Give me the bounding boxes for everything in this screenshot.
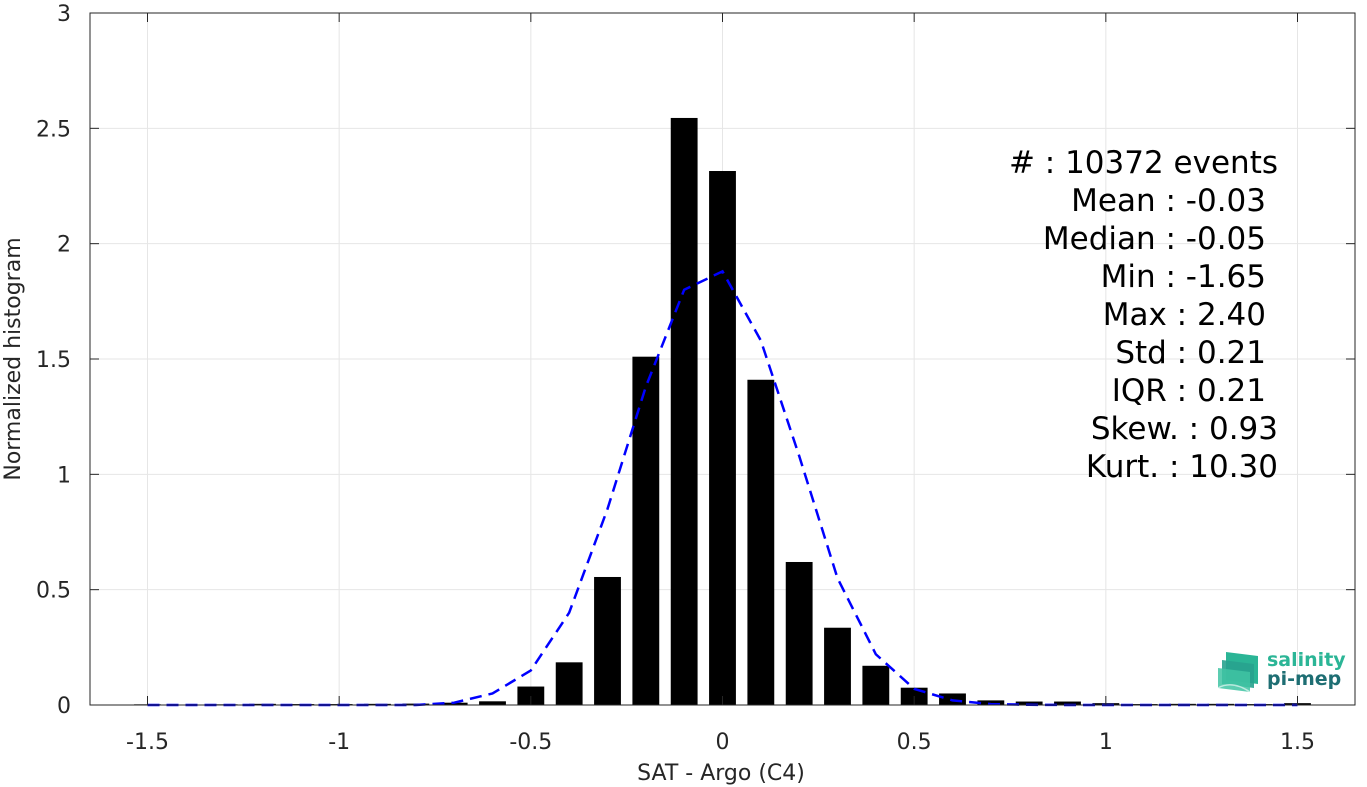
y-axis-title: Normalized histogram bbox=[1, 237, 26, 480]
y-tick-label: 1 bbox=[57, 463, 71, 488]
histogram-bar bbox=[747, 379, 775, 705]
y-tick-label: 0.5 bbox=[36, 579, 71, 604]
histogram-bar bbox=[824, 627, 851, 705]
stat-skew: Skew. : 0.93 bbox=[1091, 411, 1278, 447]
y-tick-label: 2 bbox=[57, 233, 71, 258]
y-tick-label: 0 bbox=[57, 694, 71, 719]
x-tick-label: -1.5 bbox=[126, 730, 169, 755]
x-tick-label: 1.5 bbox=[1280, 730, 1315, 755]
x-tick-label: 0.5 bbox=[897, 730, 932, 755]
histogram-bar bbox=[977, 700, 1005, 705]
axes bbox=[89, 12, 1356, 706]
histogram-bar bbox=[517, 686, 545, 705]
stat-median: Median : -0.05 bbox=[1043, 221, 1266, 257]
stat-min: Min : -1.65 bbox=[1101, 259, 1266, 295]
salinity-pimep-logo: salinity pi-mep bbox=[1217, 649, 1346, 693]
x-tick-label: 0 bbox=[716, 730, 730, 755]
bars bbox=[134, 117, 1311, 706]
stat-std: Std : 0.21 bbox=[1115, 335, 1266, 371]
y-tick-label: 3 bbox=[57, 2, 71, 27]
histogram-bar bbox=[709, 171, 736, 706]
histogram-bar bbox=[479, 701, 506, 705]
histogram-bar bbox=[1015, 701, 1043, 705]
histogram-bar bbox=[594, 576, 621, 705]
logo-line1: salinity bbox=[1267, 649, 1346, 671]
stat-kurt: Kurt. : 10.30 bbox=[1086, 449, 1278, 485]
wave-logo-icon bbox=[1217, 652, 1258, 693]
x-tick-label: 1 bbox=[1099, 730, 1113, 755]
x-axis-title: SAT - Argo (C4) bbox=[637, 761, 805, 786]
stat-max: Max : 2.40 bbox=[1103, 297, 1266, 333]
x-tick-label: -1 bbox=[328, 730, 350, 755]
tick-labels: -1.5 -1 -0.5 0 0.5 1 1.5 0 0.5 1 1.5 2 2.5 3 bbox=[36, 2, 1315, 755]
histogram-bar bbox=[670, 117, 698, 706]
stat-mean: Mean : -0.03 bbox=[1071, 183, 1266, 219]
y-tick-label: 2.5 bbox=[36, 117, 71, 142]
histogram-bar bbox=[862, 665, 890, 705]
y-tick-label: 1.5 bbox=[36, 348, 71, 373]
histogram-bar bbox=[785, 561, 813, 705]
stat-iqr: IQR : 0.21 bbox=[1112, 373, 1266, 409]
histogram-bar bbox=[555, 662, 583, 705]
histogram-bar bbox=[632, 356, 660, 705]
x-tick-label: -0.5 bbox=[509, 730, 552, 755]
logo-line2: pi-mep bbox=[1267, 668, 1341, 690]
histogram-bar bbox=[1054, 701, 1081, 705]
stat-count: # : 10372 events bbox=[1009, 145, 1278, 181]
stats-box: # : 10372 events Mean : -0.03 Median : -… bbox=[1009, 145, 1278, 485]
